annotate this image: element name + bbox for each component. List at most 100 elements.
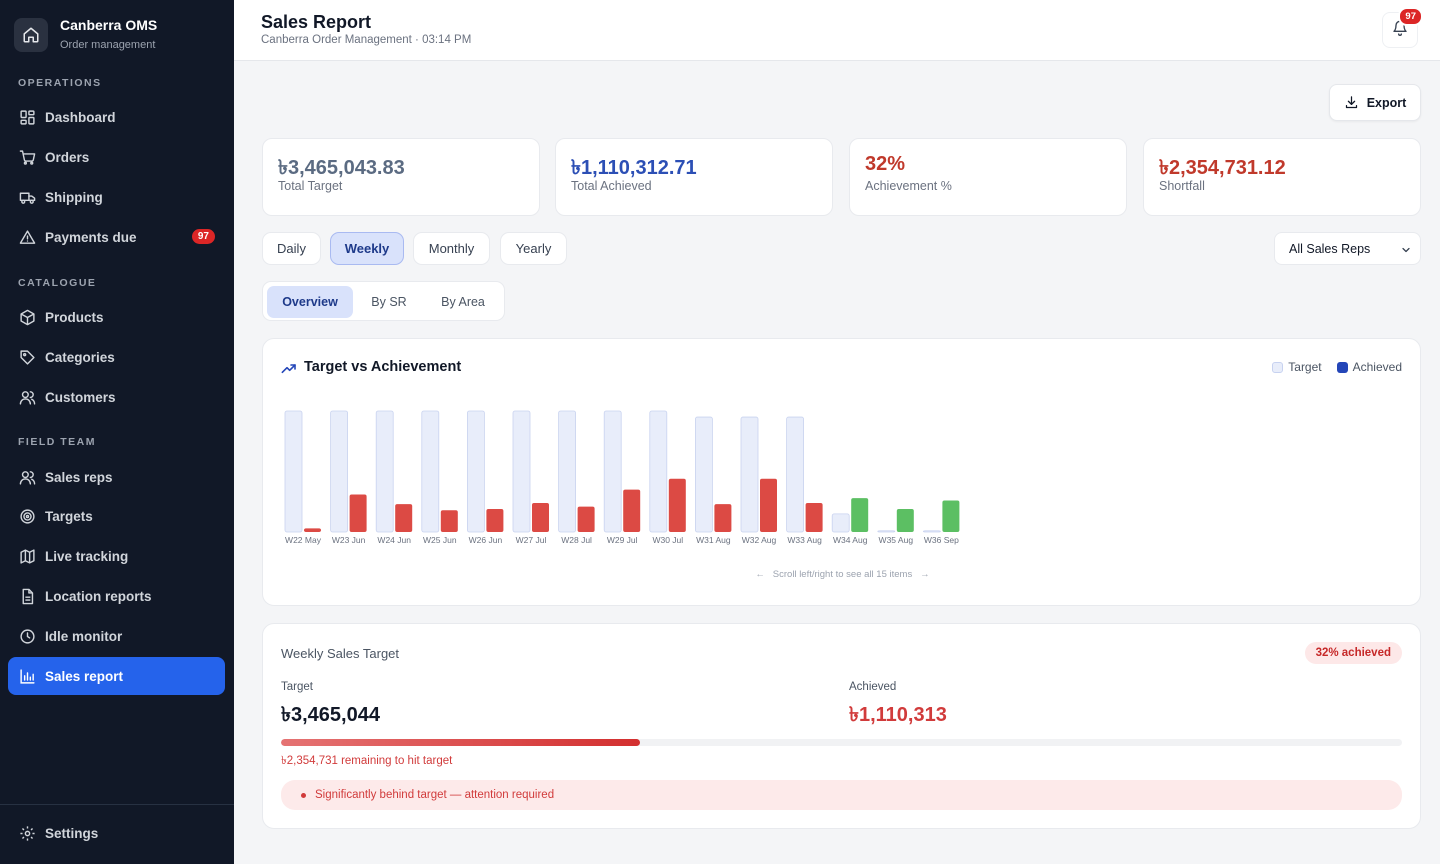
export-label: Export [1366,95,1407,110]
sidebar-item-payments-due[interactable]: Payments due 97 [8,218,225,256]
x-tick-label: W31 Aug [696,535,731,545]
tab-daily[interactable]: Daily [262,232,321,265]
sidebar-item-settings[interactable]: Settings [8,814,225,852]
sidebar-item-label: Categories [45,349,115,365]
kpi-total-achieved: ৳1,110,312.71 Total Achieved [555,138,833,216]
sidebar-item-label: Customers [45,389,116,405]
brand[interactable]: Canberra OMS Order management [14,17,157,52]
page-header: Sales Report Canberra Order Management ·… [234,0,1440,61]
notification-badge: 97 [1398,7,1423,26]
sidebar-item-shipping[interactable]: Shipping [8,178,225,216]
kpi-value: 32% [865,153,906,175]
legend-label-achieved: Achieved [1352,360,1402,374]
weekly-sales-target-card: Weekly Sales Target 32% achieved Target … [262,623,1421,829]
dashboard-icon [18,108,36,126]
x-tick-label: W32 Aug [742,535,777,545]
achieved-bar [623,489,641,532]
export-button[interactable]: Export [1329,84,1421,121]
tab-by-sr[interactable]: By SR [371,295,407,309]
x-tick-label: W36 Sep [924,535,959,545]
target-vs-achievement-card: Target vs Achievement Target Achieved W2… [262,338,1421,606]
section-catalogue: CATALOGUE [18,277,97,289]
kpi-achievement-percent: 32% Achievement % [849,138,1127,216]
target-bar [330,410,348,533]
page-title: Sales Report [261,12,372,32]
achieved-bar [760,478,777,532]
remaining-text: ৳2,354,731 remaining to hit target [281,755,453,767]
gear-icon [18,824,36,842]
sidebar-item-location-reports[interactable]: Location reports [8,577,225,615]
sales-rep-select-value: All Sales Reps [1289,241,1371,256]
sidebar-item-dashboard[interactable]: Dashboard [8,98,225,136]
tag-icon [18,348,36,366]
achieved-bar [440,510,458,532]
sidebar-item-orders[interactable]: Orders [8,138,225,176]
x-tick-label: W28 Jul [561,535,592,545]
achieved-bar [896,509,914,532]
legend-item-achieved[interactable]: Achieved [1336,360,1402,374]
scroll-hint-text: Scroll left/right to see all 15 items [772,569,913,580]
target-bar [466,410,485,533]
x-tick-label: W26 Jun [469,535,503,545]
bar-chart-icon [18,667,36,685]
target-bar [375,410,394,533]
arrow-right-icon: → [920,569,930,580]
tab-yearly[interactable]: Yearly [500,232,567,265]
clock-icon [18,627,36,645]
sidebar-item-label: Idle monitor [45,628,123,644]
tab-weekly[interactable]: Weekly [330,232,404,265]
sidebar-item-label: Payments due [45,229,137,245]
chevron-down-icon [1402,247,1410,253]
sidebar-item-idle-monitor[interactable]: Idle monitor [8,617,225,655]
sidebar-item-label: Location reports [45,588,152,604]
achievement-badge: 32% achieved [1304,642,1402,664]
sidebar-item-targets[interactable]: Targets [8,497,225,535]
sidebar-item-sales-report[interactable]: Sales report [8,657,225,695]
x-tick-label: W22 May [285,535,322,545]
sidebar-item-live-tracking[interactable]: Live tracking [8,537,225,575]
weekly-target-title: Weekly Sales Target [281,646,400,661]
notifications-button[interactable]: 97 [1382,7,1423,48]
tab-monthly[interactable]: Monthly [413,232,490,265]
sidebar-item-label: Settings [45,825,99,841]
x-tick-label: W23 Jun [332,535,366,545]
sidebar-item-customers[interactable]: Customers [8,378,225,416]
sidebar-item-label: Sales report [45,668,124,684]
chart-title: Target vs Achievement [304,359,462,375]
sidebar-item-sales-reps[interactable]: Sales reps [8,458,225,496]
legend-label-target: Target [1288,360,1322,374]
legend-swatch-target [1272,361,1284,373]
bar-chart: W22 May W23 Jun W24 Jun W25 Jun W26 Jun W27 J… [284,410,960,545]
sidebar-item-label: Live tracking [45,548,129,564]
target-bar [923,530,941,533]
tab-overview[interactable]: Overview [267,286,353,318]
tab-by-area[interactable]: By Area [441,295,485,309]
behind-target-alert: Significantly behind target — attention … [281,780,1402,810]
kpi-value: ৳3,465,043.83 [278,157,405,179]
app-subtitle: Order management [60,39,156,51]
page-subtitle: Canberra Order Management · 03:14 PM [261,34,472,46]
sidebar-item-label: Products [45,309,104,325]
legend-item-target[interactable]: Target [1272,360,1322,374]
achieved-bar [577,506,595,532]
target-bar [421,410,440,533]
sidebar-item-products[interactable]: Products [8,298,225,336]
target-bar [512,410,531,533]
target-bar [694,416,713,533]
target-bar [786,416,804,533]
kpi-label: Total Target [278,179,343,193]
target-bar [603,410,622,533]
target-label: Target [281,681,313,693]
target-bar [284,410,303,533]
kpi-value: ৳1,110,312.71 [571,157,697,179]
achieved-bar [395,504,413,532]
alert-dot-icon [301,792,306,798]
achieved-value: ৳1,110,313 [849,704,947,726]
sidebar-item-label: Targets [45,508,93,524]
scroll-hint: ← Scroll left/right to see all 15 items … [263,569,1422,580]
achieved-bar [349,494,367,532]
achieved-bar [942,500,960,532]
sales-rep-select[interactable]: All Sales Reps [1274,232,1421,265]
target-progress-bar [281,739,1402,746]
sidebar-item-categories[interactable]: Categories [8,338,225,376]
